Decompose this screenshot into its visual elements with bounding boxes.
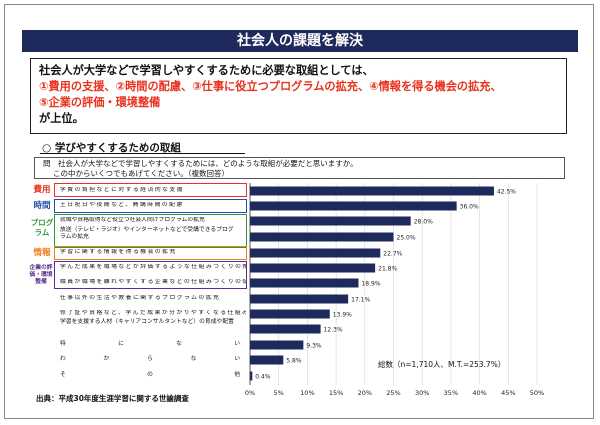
bar xyxy=(250,263,376,273)
option-label: 就職や資格取得など役立つ社会人向けプログラムの拡充 xyxy=(60,217,205,223)
bar-value-label: 9.3% xyxy=(306,343,322,350)
bar xyxy=(250,248,381,258)
x-tick-label: 35% xyxy=(444,389,458,397)
bar-value-label: 22.7% xyxy=(383,251,402,258)
bar xyxy=(250,371,253,381)
option-label: わからない xyxy=(60,356,240,362)
x-tick-label: 45% xyxy=(501,389,515,397)
x-tick-label: 5% xyxy=(274,389,284,397)
summary-box: 社会人が大学などで学習しやすくするために必要な取組としては、 ①費用の支援、②時… xyxy=(30,58,567,134)
x-tick-label: 0% xyxy=(245,389,255,397)
x-tick-label: 15% xyxy=(329,389,343,397)
bar-value-label: 25.0% xyxy=(397,235,416,242)
x-tick-label: 50% xyxy=(530,389,544,397)
bar-value-label: 5.8% xyxy=(286,358,302,365)
option-label: 特にない xyxy=(60,341,240,347)
option-label: その他 xyxy=(60,372,240,378)
category-label-cost: 費用 xyxy=(33,185,51,195)
option-label: 学んだ成果を職場などが評価するような仕組みづくりの推進 xyxy=(60,264,246,270)
bar-value-label: 17.1% xyxy=(351,297,370,304)
bar xyxy=(250,294,349,304)
x-tick-label: 20% xyxy=(358,389,372,397)
summary-line-4: が上位。 xyxy=(39,112,84,125)
bar xyxy=(250,355,284,365)
option-label: 学習を支援する人材（キャリアコンサルタントなど）の育成や配置 xyxy=(60,319,234,325)
option-label: 学費の負担などに対する経済的な支援 xyxy=(60,187,185,193)
option-label: 学習に関する情報を得る機会の拡充 xyxy=(60,249,177,255)
question-line-1: 問 社会人が大学などで学習しやすくするためには、どのような取組が必要だと思います… xyxy=(43,159,358,168)
option-label: 土日祝日や夜間など、開講時間の配慮 xyxy=(60,202,184,208)
bar-value-label: 42.5% xyxy=(497,189,516,196)
option-label: 修了証や資格など、学んだ成果が分かりやすくなる仕組みづくり xyxy=(60,310,246,316)
total-note: 総数（n=1,710人、M.T.=253.7%） xyxy=(378,360,506,369)
bar xyxy=(250,309,330,319)
bar xyxy=(250,278,359,288)
category-label-program: プログラム xyxy=(30,218,54,237)
section-underline xyxy=(40,153,245,154)
bar-value-label: 28.0% xyxy=(414,219,433,226)
page-title: 社会人の課題を解決 xyxy=(22,30,578,52)
category-label-time: 時間 xyxy=(33,201,51,211)
option-box-company xyxy=(54,261,247,289)
x-tick-label: 10% xyxy=(300,389,314,397)
option-label: 仕事以外の生活や教養に関するプログラムの拡充 xyxy=(60,295,221,301)
bar-value-label: 12.3% xyxy=(324,327,343,334)
option-box-time xyxy=(54,199,247,213)
option-label: 職員が職場を離れやすくする企業などの仕組みづくりの促進 xyxy=(60,279,246,285)
bar-value-label: 36.0% xyxy=(460,204,479,211)
question-line-2: この中からいくつでもあげてください。（複数回答） xyxy=(53,169,230,178)
bar-value-label: 13.9% xyxy=(333,312,352,319)
option-label: 放送（テレビ・ラジオ）やインターネットなどで受講できるプログラムの拡充 xyxy=(60,227,234,240)
slide-frame xyxy=(4,4,594,419)
summary-line-1: 社会人が大学などで学習しやすくするために必要な取組としては、 xyxy=(39,64,374,77)
bar-value-label: 21.8% xyxy=(378,266,397,273)
option-box-cost xyxy=(54,183,247,197)
category-label-info: 情報 xyxy=(33,248,51,258)
section-title: ○ 学びやすくするための取組 xyxy=(42,142,181,154)
x-tick-label: 30% xyxy=(415,389,429,397)
bar xyxy=(250,232,394,242)
option-box-program xyxy=(54,214,247,248)
summary-line-2: ①費用の支援、②時間の配慮、③仕事に役立つプログラムの拡充、④情報を得る機会の拡… xyxy=(39,80,502,93)
source-footer: 出典：平成30年度生涯学習に関する世論調査 xyxy=(36,394,189,403)
option-box-info xyxy=(54,246,247,260)
bar xyxy=(250,186,494,196)
x-tick-label: 25% xyxy=(386,389,400,397)
summary-line-3: ⑤企業の評価・環境整備 xyxy=(39,96,161,109)
category-label-company: 企業の評価・環境整備 xyxy=(29,265,53,285)
bar-value-label: 0.4% xyxy=(255,374,271,381)
bar xyxy=(250,216,411,226)
bar-value-label: 18.9% xyxy=(361,281,380,288)
x-tick-label: 40% xyxy=(472,389,486,397)
question-box: 問 社会人が大学などで学習しやすくするためには、どのような取組が必要だと思います… xyxy=(34,157,565,179)
bar xyxy=(250,324,321,334)
bar xyxy=(250,340,304,350)
bar xyxy=(250,201,457,211)
